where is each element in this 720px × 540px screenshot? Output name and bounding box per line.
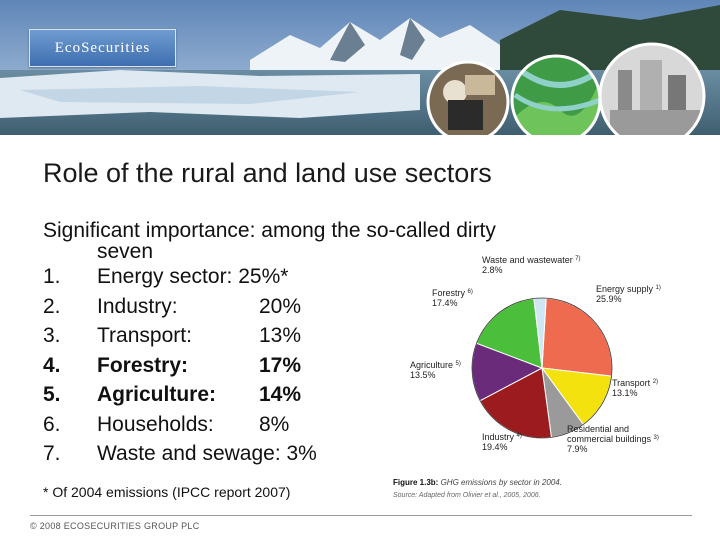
sector-number: 6.: [43, 412, 61, 436]
sector-number: 5.: [43, 383, 61, 406]
pie-label: Forestry 6) 17.4%: [432, 288, 473, 308]
figure-caption-text: GHG emissions by sector in 2004.: [440, 478, 562, 487]
figure-source: Source: Adapted from Olivier et al., 200…: [393, 492, 541, 499]
intro-line-1: Significant importance: among the so-cal…: [43, 219, 496, 242]
sector-value: 14%: [259, 383, 302, 406]
emissions-pie-chart: Energy supply 1) 25.9% Transport 2) 13.1% Re…: [410, 255, 661, 454]
figure-caption: Figure 1.3b: GHG emissions by sector in …: [393, 478, 562, 487]
footnote: * Of 2004 emissions (IPCC report 2007): [43, 484, 291, 500]
sector-label: Households:: [97, 412, 214, 436]
landscape-photo: [0, 0, 720, 135]
sector-label: Agriculture:: [97, 383, 217, 406]
pie-label: Agriculture 5) 13.5%: [410, 360, 461, 380]
pie-label: Energy supply 1) 25.9%: [596, 284, 661, 304]
pie-label: Transport 2) 13.1%: [612, 378, 658, 398]
sector-value: 13%: [259, 324, 302, 347]
sector-label: Energy sector: 25%*: [97, 265, 289, 288]
footer-divider: [30, 515, 692, 516]
header-banner: EcoSecurities: [0, 0, 720, 135]
intro-text: Significant importance: among the so-cal…: [43, 218, 623, 265]
sector-number: 3.: [43, 324, 61, 347]
intro-line-2: seven: [97, 240, 154, 263]
pie-label: Industry 4) 19.4%: [482, 432, 522, 452]
sector-label: Waste and sewage: 3%: [97, 442, 317, 465]
figure-caption-label: Figure 1.3b:: [393, 478, 439, 487]
logo-text: EcoSecurities: [54, 39, 151, 56]
pie-slice-energy-supply: [541, 297, 613, 377]
sector-number: 2.: [43, 294, 61, 318]
copyright-text: © 2008 ECOSECURITIES GROUP PLC: [30, 521, 200, 531]
sector-number: 1.: [43, 265, 61, 288]
sector-number: 7.: [43, 442, 61, 465]
sector-label: Industry:: [97, 294, 178, 318]
sector-label: Transport:: [97, 324, 192, 347]
pie-label: Waste and wastewater 7) 2.8%: [482, 255, 581, 275]
sector-value: 8%: [259, 412, 290, 436]
sector-value: 17%: [259, 353, 302, 377]
sector-value: 20%: [259, 294, 302, 318]
sector-label: Forestry:: [97, 353, 189, 377]
slide-title: Role of the rural and land use sectors: [43, 158, 492, 188]
sector-number: 4.: [43, 353, 61, 377]
pie-outline: [471, 297, 613, 439]
ecosecurities-logo: EcoSecurities: [29, 29, 176, 67]
pie-label: Residential and commercial buildings 3) 7.…: [567, 424, 659, 454]
